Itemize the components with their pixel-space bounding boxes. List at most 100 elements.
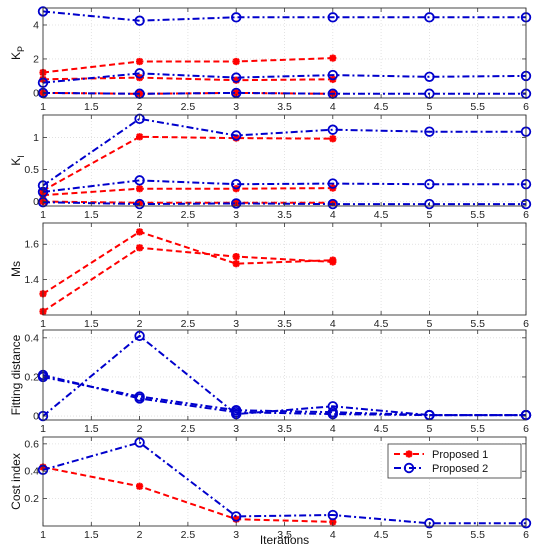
x-tick-label: 4.5 [374, 318, 389, 330]
x-tick-label: 3 [233, 209, 239, 221]
x-tick-label: 5.5 [470, 423, 485, 435]
series-line-2 [42, 246, 333, 313]
data-point [230, 130, 242, 141]
data-point [424, 179, 435, 190]
series-line-6 [42, 91, 526, 95]
data-point [327, 198, 339, 210]
data-point [424, 12, 435, 23]
data-point [134, 175, 145, 186]
x-tick-label: 4 [330, 318, 336, 330]
data-point [424, 198, 435, 210]
x-tick-label: 5.5 [470, 318, 485, 330]
y-tick-label: 0 [33, 87, 39, 99]
x-tick-label: 2 [137, 529, 143, 541]
x-tick-label: 4 [330, 529, 336, 541]
data-point [327, 69, 339, 81]
legend: Proposed 1 Proposed 2 [387, 443, 522, 479]
x-tick-label: 3.5 [277, 101, 292, 113]
y-tick-label: 0 [33, 411, 39, 423]
data-point [327, 178, 339, 189]
series-line-4 [42, 117, 526, 187]
data-point [327, 509, 339, 521]
x-tick-label: 4 [330, 101, 336, 113]
y-axis-label: KP [9, 46, 26, 60]
data-point [136, 57, 144, 66]
x-tick-label: 1.5 [84, 209, 99, 221]
y-tick-label: 1 [33, 132, 39, 144]
x-tick-label: 2.5 [181, 423, 196, 435]
x-tick-label: 4.5 [374, 423, 389, 435]
legend-marker [405, 450, 413, 458]
series-line-1 [42, 57, 333, 74]
data-point [136, 185, 144, 193]
x-tick-label: 1.5 [84, 101, 99, 113]
y-tick-label: 0.4 [24, 466, 39, 478]
data-point [136, 228, 144, 236]
y-axis-label: Fitting distance [9, 334, 23, 415]
x-tick-label: 1.5 [84, 529, 99, 541]
series-line-2 [42, 441, 526, 525]
x-axis-label: Iterations [260, 533, 309, 547]
x-tick-label: 3.5 [277, 423, 292, 435]
data-point [327, 12, 339, 23]
y-axis-label: KI [9, 155, 26, 166]
x-tick-label: 2 [137, 209, 143, 221]
data-point [424, 71, 435, 82]
data-point [134, 68, 145, 79]
y-tick-label: 0.5 [24, 164, 39, 176]
x-tick-label: 2.5 [181, 209, 196, 221]
x-tick-label: 3 [233, 101, 239, 113]
x-tick-label: 6 [523, 423, 529, 435]
x-tick-label: 3.5 [277, 529, 292, 541]
x-tick-label: 5.5 [470, 529, 485, 541]
subplot-3: 1 1.5 2 2.5 3 3.5 4 4.5 5 5.5 6 1.4 1.6Ms [9, 222, 529, 330]
y-tick-label: 0 [33, 196, 39, 208]
data-point [232, 253, 240, 261]
data-point [329, 135, 337, 143]
x-tick-label: 2 [137, 101, 143, 113]
data-point [134, 393, 145, 404]
x-tick-label: 1 [40, 318, 46, 330]
x-tick-label: 5 [426, 209, 432, 221]
x-tick-label: 3.5 [277, 209, 292, 221]
data-point [329, 54, 337, 62]
x-tick-label: 5 [426, 318, 432, 330]
x-tick-label: 6 [523, 318, 529, 330]
data-point [424, 126, 435, 137]
data-point [136, 244, 144, 252]
series-line-1 [42, 230, 333, 295]
subplot-1: 1 1.5 2 2.5 3 3.5 4 4.5 5 5.5 6 0 2 4 KP [9, 6, 532, 113]
x-tick-label: 4.5 [374, 529, 389, 541]
x-tick-label: 1.5 [84, 423, 99, 435]
data-point [134, 198, 145, 210]
legend-marker [403, 462, 415, 474]
x-tick-label: 3.5 [277, 318, 292, 330]
y-tick-label: 0.6 [24, 438, 39, 450]
y-tick-label: 0.4 [24, 332, 39, 344]
x-tick-label: 2 [137, 423, 143, 435]
y-tick-label: 4 [33, 19, 39, 31]
data-point [134, 113, 145, 125]
series-line-2 [42, 187, 333, 197]
data-point [230, 511, 242, 522]
x-tick-label: 4 [330, 209, 336, 221]
x-tick-label: 1 [40, 209, 46, 221]
data-point [230, 198, 242, 209]
series-line-3 [42, 374, 526, 417]
x-tick-label: 1 [40, 529, 46, 541]
x-tick-label: 4 [330, 423, 336, 435]
x-tick-label: 5 [426, 529, 432, 541]
x-tick-label: 2.5 [181, 101, 196, 113]
x-tick-label: 5.5 [470, 101, 485, 113]
x-tick-label: 5.5 [470, 209, 485, 221]
data-point [424, 518, 435, 529]
data-point [327, 124, 339, 135]
y-tick-label: 0.2 [24, 371, 39, 383]
data-point [329, 258, 337, 266]
data-point [230, 179, 242, 190]
x-tick-label: 5 [426, 101, 432, 113]
data-point [230, 12, 242, 23]
